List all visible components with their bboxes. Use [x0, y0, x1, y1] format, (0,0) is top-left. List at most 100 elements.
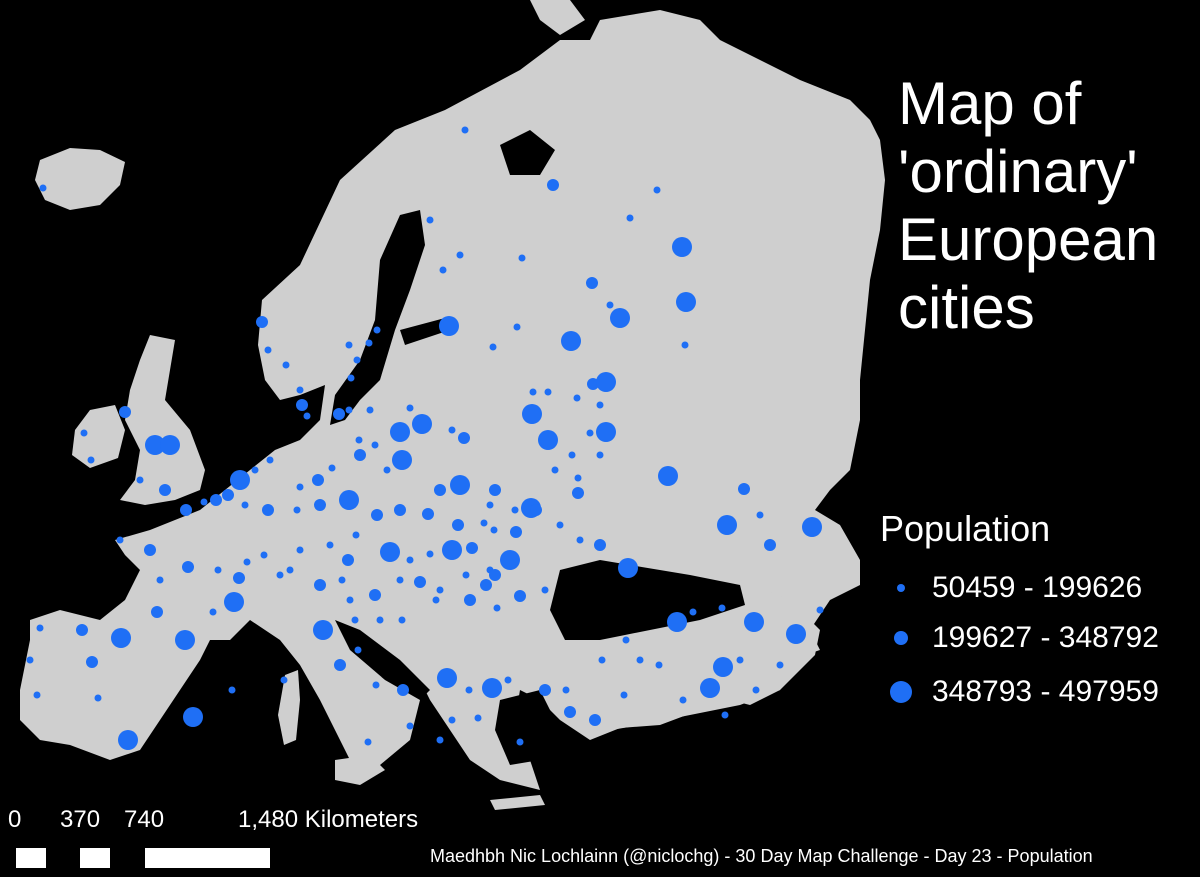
city-dot: [334, 659, 346, 671]
city-dot: [414, 576, 426, 588]
city-dot: [280, 676, 288, 684]
city-dot: [626, 214, 634, 222]
title-line: 'ordinary': [898, 138, 1138, 205]
white-sea: [500, 130, 555, 175]
city-dot: [756, 511, 764, 519]
city-dot: [293, 506, 301, 514]
city-dot: [655, 661, 663, 669]
city-dot: [376, 616, 384, 624]
city-dot: [513, 323, 521, 331]
city-dot: [718, 604, 726, 612]
city-dot: [573, 394, 581, 402]
city-dot: [251, 466, 259, 474]
city-dot: [466, 542, 478, 554]
city-dot: [175, 630, 195, 650]
city-dot: [33, 691, 41, 699]
city-dot: [564, 706, 576, 718]
large-dot-icon: [890, 681, 912, 703]
city-dot: [568, 451, 576, 459]
city-dot: [500, 550, 520, 570]
city-dot: [312, 474, 324, 486]
legend-item-small: 50459 - 199626: [884, 568, 1142, 608]
city-dot: [587, 378, 599, 390]
city-dot: [182, 561, 194, 573]
city-dot: [464, 594, 476, 606]
corsica-sardinia: [278, 670, 300, 745]
city-dot: [618, 558, 638, 578]
city-dot: [514, 590, 526, 602]
city-dot: [620, 691, 628, 699]
city-dot: [210, 494, 222, 506]
city-dot: [736, 656, 744, 664]
city-dot: [672, 237, 692, 257]
ireland: [72, 405, 125, 468]
city-dot: [493, 604, 501, 612]
city-dot: [80, 429, 88, 437]
city-dot: [738, 483, 750, 495]
city-dot: [372, 681, 380, 689]
city-dot: [589, 714, 601, 726]
city-dot: [347, 374, 355, 382]
city-dot: [448, 716, 456, 724]
city-dot: [658, 466, 678, 486]
scale-bar-segment: [80, 848, 110, 868]
city-dot: [586, 277, 598, 289]
city-dot: [547, 179, 559, 191]
city-dot: [136, 476, 144, 484]
scale-label: 0: [8, 806, 22, 833]
city-dot: [458, 432, 470, 444]
city-dot: [276, 571, 284, 579]
medium-dot-icon: [894, 631, 908, 645]
city-dot: [489, 569, 501, 581]
city-dot: [721, 711, 729, 719]
city-dot: [679, 696, 687, 704]
city-dot: [352, 531, 360, 539]
city-dot: [354, 646, 362, 654]
legend-label: 348793 - 497959: [932, 675, 1159, 708]
city-dot: [456, 251, 464, 259]
city-dot: [328, 464, 336, 472]
city-dot: [364, 738, 372, 746]
city-dot: [209, 608, 217, 616]
aegean-sea: [495, 690, 555, 765]
city-dot: [586, 429, 594, 437]
city-dot: [345, 341, 353, 349]
city-dot: [365, 339, 373, 347]
city-dot: [87, 456, 95, 464]
city-dot: [333, 408, 345, 420]
city-dot: [522, 404, 542, 424]
city-dot: [351, 616, 359, 624]
legend-item-medium: 199627 - 348792: [884, 618, 1159, 658]
baltic-sea: [330, 210, 425, 425]
city-dot: [574, 474, 582, 482]
sicily: [335, 755, 385, 785]
city-dot: [426, 550, 434, 558]
city-dot: [596, 422, 616, 442]
city-dot: [504, 676, 512, 684]
city-dot: [700, 678, 720, 698]
city-dot: [398, 616, 406, 624]
city-dot: [667, 612, 687, 632]
city-dot: [636, 656, 644, 664]
city-dot: [338, 576, 346, 584]
city-dot: [353, 356, 361, 364]
city-dot: [653, 186, 661, 194]
city-dot: [480, 579, 492, 591]
city-dot: [752, 686, 760, 694]
city-dot: [689, 608, 697, 616]
city-dot: [116, 536, 124, 544]
arctic-island: [530, 0, 585, 35]
city-dot: [529, 388, 537, 396]
city-dot: [556, 521, 564, 529]
black-sea: [550, 560, 745, 640]
city-dot: [383, 466, 391, 474]
city-dot: [228, 686, 236, 694]
city-dot: [598, 656, 606, 664]
city-dot: [296, 386, 304, 394]
city-dot: [448, 426, 456, 434]
city-dot: [222, 489, 234, 501]
city-dot: [510, 526, 522, 538]
city-dot: [345, 406, 353, 414]
city-dot: [436, 736, 444, 744]
